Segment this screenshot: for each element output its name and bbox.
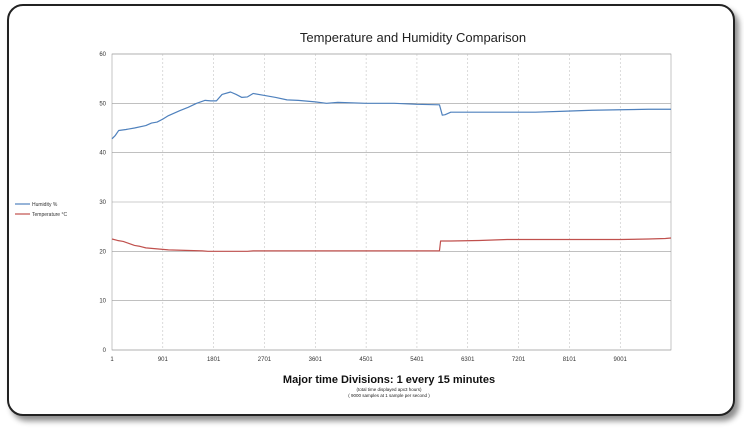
x-tick-label: 4501	[359, 357, 373, 363]
y-tick-label: 20	[99, 249, 106, 255]
grid	[111, 53, 672, 351]
axis-ticks: 0 10 20 30 40 50 60 1 901 1801 2701 3601 4501 5401 630…	[99, 52, 627, 363]
x-axis-note-samples: ( 9000 samples at 1 sample per second )	[348, 393, 430, 398]
x-tick-label: 8101	[563, 357, 577, 363]
x-axis-note-duration: (total time displayed apx3 hours)	[356, 387, 422, 392]
x-tick-label: 6301	[461, 357, 475, 363]
chart-title: Temperature and Humidity Comparison	[300, 30, 526, 45]
y-tick-label: 10	[99, 299, 106, 305]
x-tick-label: 901	[158, 357, 169, 363]
x-tick-label: 9001	[614, 357, 628, 363]
series-line-temperature	[111, 237, 672, 252]
x-tick-label: 5401	[410, 357, 424, 363]
legend: Humidity % Temperature °C	[15, 202, 67, 218]
y-tick-label: 30	[99, 200, 106, 206]
legend-label-humidity: Humidity %	[32, 202, 58, 208]
x-tick-label: 1	[110, 357, 114, 363]
x-tick-label: 3601	[309, 357, 323, 363]
chart-svg: Temperature and Humidity Comparison 0 10 2…	[15, 30, 672, 398]
y-tick-label: 50	[99, 101, 106, 107]
series-group	[111, 91, 672, 252]
series-line-humidity	[111, 91, 671, 140]
x-tick-label: 2701	[258, 357, 272, 363]
y-tick-label: 0	[103, 348, 107, 354]
legend-label-temperature: Temperature °C	[32, 212, 67, 218]
x-tick-label: 1801	[207, 357, 221, 363]
y-tick-label: 60	[99, 52, 106, 58]
x-axis-label: Major time Divisions: 1 every 15 minutes	[283, 374, 495, 386]
x-tick-label: 7201	[512, 357, 526, 363]
y-tick-label: 40	[99, 151, 106, 157]
chart-frame: Temperature and Humidity Comparison 0 10 2…	[7, 4, 735, 416]
